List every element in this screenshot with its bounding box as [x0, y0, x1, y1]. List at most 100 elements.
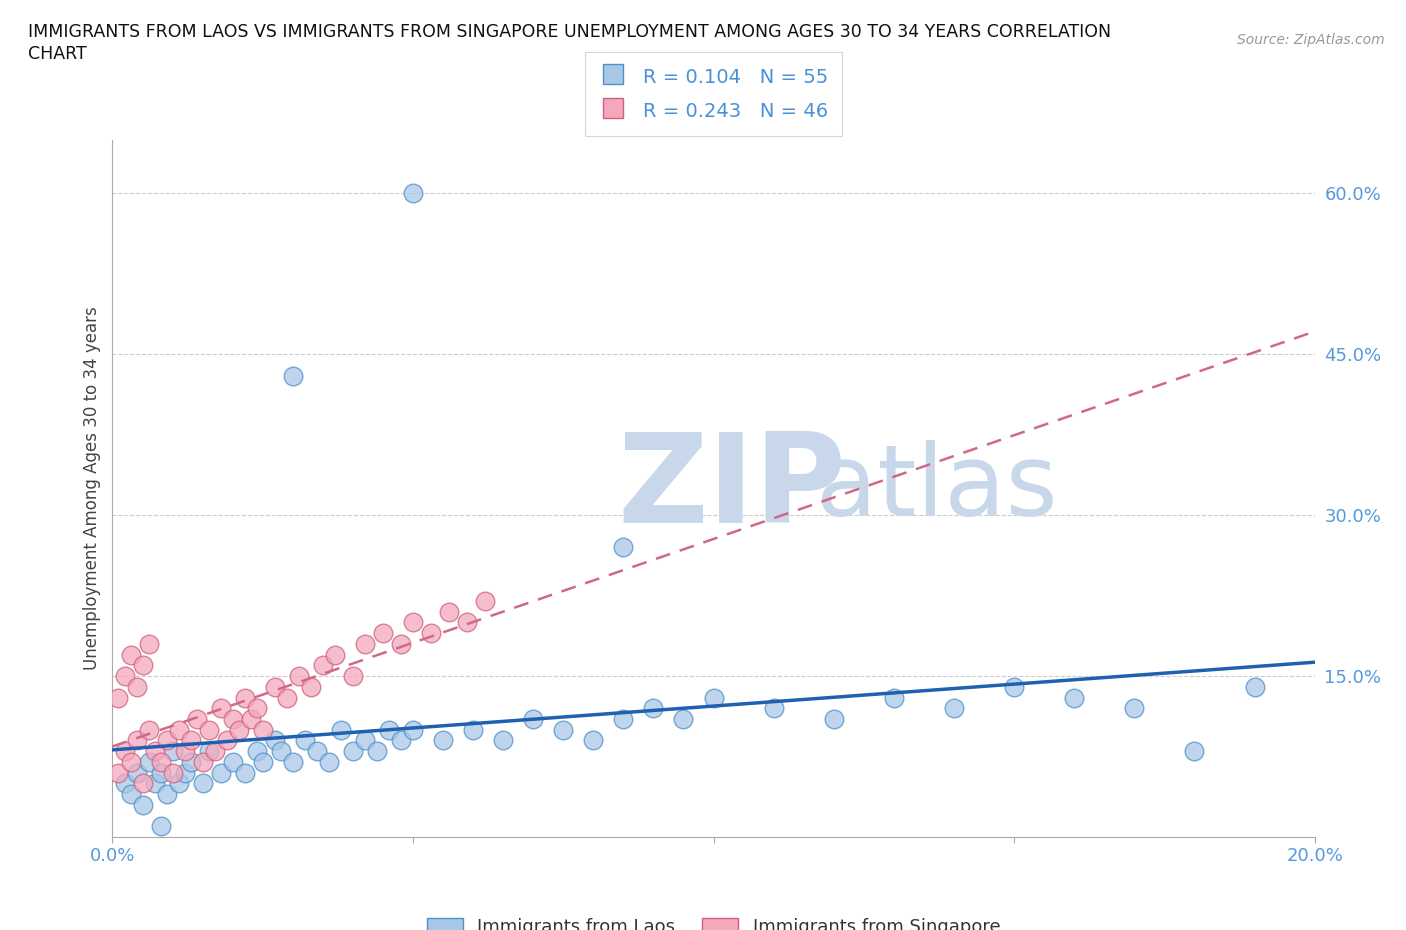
Point: [138, 636, 160, 651]
Point: [402, 615, 425, 630]
Point: [1123, 701, 1146, 716]
Point: [342, 744, 364, 759]
Point: [197, 744, 219, 759]
Point: [228, 723, 250, 737]
Point: [582, 733, 605, 748]
Point: [354, 636, 377, 651]
Point: [222, 754, 245, 769]
Point: [371, 626, 394, 641]
Point: [312, 658, 335, 672]
Point: [167, 776, 190, 790]
Point: [702, 690, 725, 705]
Point: [246, 701, 269, 716]
Point: [114, 669, 136, 684]
Point: [942, 701, 965, 716]
Point: [131, 797, 153, 812]
Point: [263, 733, 285, 748]
Y-axis label: Unemployment Among Ages 30 to 34 years: Unemployment Among Ages 30 to 34 years: [83, 306, 101, 671]
Point: [553, 723, 575, 737]
Point: [233, 690, 256, 705]
Point: [209, 765, 232, 780]
Point: [167, 723, 190, 737]
Point: [131, 776, 153, 790]
Point: [305, 744, 328, 759]
Point: [389, 733, 412, 748]
Point: [131, 658, 153, 672]
Point: [612, 539, 634, 554]
Point: [402, 723, 425, 737]
Point: [823, 711, 845, 726]
Point: [149, 765, 172, 780]
Point: [107, 690, 129, 705]
Point: [155, 787, 177, 802]
Point: [402, 186, 425, 201]
Point: [643, 701, 665, 716]
Point: [456, 615, 478, 630]
Point: [186, 711, 208, 726]
Point: [281, 754, 304, 769]
Point: [294, 733, 316, 748]
Point: [107, 765, 129, 780]
Point: [299, 679, 322, 694]
Point: [281, 368, 304, 383]
Point: [180, 754, 202, 769]
Point: [138, 754, 160, 769]
Point: [155, 733, 177, 748]
Point: [222, 711, 245, 726]
Point: [329, 723, 352, 737]
Point: [437, 604, 460, 619]
Point: [180, 733, 202, 748]
Point: [138, 723, 160, 737]
Legend: Immigrants from Laos, Immigrants from Singapore: Immigrants from Laos, Immigrants from Si…: [418, 909, 1010, 930]
Point: [162, 744, 184, 759]
Point: [270, 744, 292, 759]
Point: [342, 669, 364, 684]
Point: [323, 647, 346, 662]
Point: [354, 733, 377, 748]
Point: [120, 787, 142, 802]
Point: [204, 744, 226, 759]
Point: [125, 679, 148, 694]
Point: [233, 765, 256, 780]
Point: [239, 711, 262, 726]
Point: [252, 723, 274, 737]
Point: [191, 754, 214, 769]
Point: [318, 754, 340, 769]
Point: [215, 733, 238, 748]
Point: [125, 765, 148, 780]
Point: [143, 744, 166, 759]
Text: IMMIGRANTS FROM LAOS VS IMMIGRANTS FROM SINGAPORE UNEMPLOYMENT AMONG AGES 30 TO : IMMIGRANTS FROM LAOS VS IMMIGRANTS FROM …: [28, 23, 1111, 41]
Point: [143, 776, 166, 790]
Point: [120, 647, 142, 662]
Point: [149, 754, 172, 769]
Point: [461, 723, 484, 737]
Text: atlas: atlas: [815, 440, 1057, 537]
Point: [173, 744, 195, 759]
Point: [672, 711, 695, 726]
Text: ZIP: ZIP: [617, 428, 846, 549]
Point: [1184, 744, 1206, 759]
Point: [197, 723, 219, 737]
Text: CHART: CHART: [28, 45, 87, 62]
Point: [246, 744, 269, 759]
Point: [612, 711, 634, 726]
Point: [1002, 679, 1025, 694]
Point: [114, 744, 136, 759]
Point: [432, 733, 454, 748]
Point: [276, 690, 298, 705]
Point: [522, 711, 544, 726]
Point: [149, 818, 172, 833]
Point: [252, 754, 274, 769]
Point: [209, 701, 232, 716]
Point: [125, 733, 148, 748]
Point: [288, 669, 311, 684]
Point: [762, 701, 785, 716]
Point: [883, 690, 905, 705]
Point: [378, 723, 401, 737]
Point: [474, 593, 496, 608]
Point: [114, 776, 136, 790]
Point: [191, 776, 214, 790]
Text: Source: ZipAtlas.com: Source: ZipAtlas.com: [1237, 33, 1385, 46]
Point: [420, 626, 443, 641]
Point: [1063, 690, 1085, 705]
